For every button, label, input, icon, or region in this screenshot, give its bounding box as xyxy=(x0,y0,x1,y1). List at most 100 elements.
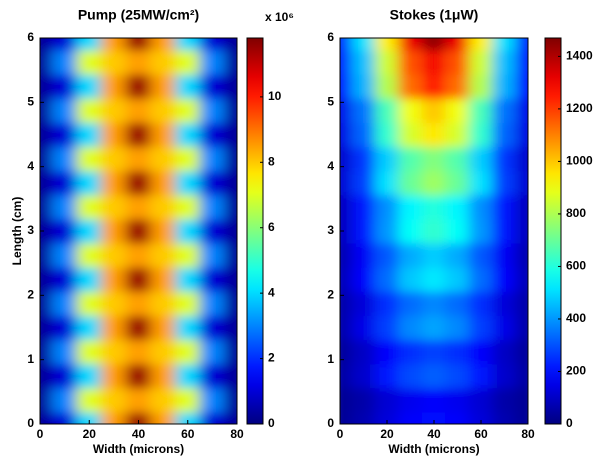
contour-cell xyxy=(224,339,237,365)
contour-cell xyxy=(398,170,423,196)
contour-cell xyxy=(398,314,423,341)
contour-cell xyxy=(51,339,78,365)
colorbar-tick-label: 6 xyxy=(268,220,275,234)
contour-cell xyxy=(51,97,78,123)
contour-cell xyxy=(224,242,237,268)
y-axis-label: Length (cm) xyxy=(10,197,24,266)
contour-cell xyxy=(492,411,517,424)
y-tick-label: 2 xyxy=(327,288,334,302)
contour-cell xyxy=(398,146,423,172)
contour-cell xyxy=(468,121,494,148)
contour-cell xyxy=(421,49,447,75)
contour-cell xyxy=(398,121,423,148)
contour-cell xyxy=(199,363,226,389)
contour-cell xyxy=(101,146,127,172)
contour-cell xyxy=(374,218,400,244)
contour-cell xyxy=(224,49,237,75)
contour-cell xyxy=(40,97,53,123)
contour-cell xyxy=(150,242,176,268)
contour-cell xyxy=(51,194,78,220)
contour-cell xyxy=(40,218,53,244)
contour-cell xyxy=(101,97,127,123)
contour-cell xyxy=(445,314,470,341)
contour-cell xyxy=(125,38,152,51)
contour-cell xyxy=(150,73,176,99)
contour-cell xyxy=(76,387,103,413)
contour-cell xyxy=(374,97,400,123)
contour-cell xyxy=(445,387,470,413)
contour-cell xyxy=(150,266,176,292)
colorbar xyxy=(246,37,264,425)
contour-cell xyxy=(199,38,226,51)
contour-cell xyxy=(445,411,470,424)
contour-cell xyxy=(51,121,78,148)
contour-cell xyxy=(76,194,103,220)
contour-cell xyxy=(374,387,400,413)
contour-cell xyxy=(199,49,226,75)
contour-cell xyxy=(492,266,517,292)
contour-cell xyxy=(351,73,376,99)
x-tick-label: 0 xyxy=(337,427,344,441)
contour-cell xyxy=(174,38,201,51)
contour-cell xyxy=(492,97,517,123)
contour-cell xyxy=(125,242,152,268)
contour-cell xyxy=(340,363,353,389)
contour-cell xyxy=(374,194,400,220)
contour-cell xyxy=(492,49,517,75)
contour-cell xyxy=(421,339,447,365)
contour-cell xyxy=(340,218,353,244)
colorbar-multiplier: x 10⁶ xyxy=(265,10,294,24)
contour-cell xyxy=(40,49,53,75)
contour-cell xyxy=(492,242,517,268)
contour-cell xyxy=(374,290,400,316)
contour-cell xyxy=(515,170,528,196)
contour-cell xyxy=(224,121,237,148)
contour-cell xyxy=(445,363,470,389)
contour-cell xyxy=(40,339,53,365)
contour-cell xyxy=(150,121,176,148)
contour-cell xyxy=(468,97,494,123)
contour-cell xyxy=(468,290,494,316)
contour-cell xyxy=(351,121,376,148)
contour-cell xyxy=(125,218,152,244)
contour-cell xyxy=(421,194,447,220)
contour-cell xyxy=(468,49,494,75)
contour-cell xyxy=(421,73,447,99)
contour-cell xyxy=(374,170,400,196)
chart-title: Stokes (1μW) xyxy=(390,7,479,23)
contour-cell xyxy=(340,314,353,341)
contour-cell xyxy=(351,218,376,244)
colorbar xyxy=(544,37,562,425)
contour-cell xyxy=(445,339,470,365)
contour-cell xyxy=(468,363,494,389)
contour-cell xyxy=(174,363,201,389)
contour-cell xyxy=(174,194,201,220)
contour-cell xyxy=(101,314,127,341)
contour-cell xyxy=(468,266,494,292)
contour-cell xyxy=(445,194,470,220)
colorbar-tick-label: 2 xyxy=(268,351,275,365)
contour-cell xyxy=(468,194,494,220)
contour-cell xyxy=(174,218,201,244)
contour-cell xyxy=(468,387,494,413)
contour-cell xyxy=(224,314,237,341)
contour-cell xyxy=(515,146,528,172)
contour-cell xyxy=(421,218,447,244)
contour-cell xyxy=(199,387,226,413)
contour-cell xyxy=(150,49,176,75)
contour-cell xyxy=(199,97,226,123)
contour-cell xyxy=(40,146,53,172)
contour-cell xyxy=(224,411,237,424)
contour-cell xyxy=(51,363,78,389)
contour-cell xyxy=(398,218,423,244)
contour-cell xyxy=(76,218,103,244)
contour-cell xyxy=(340,170,353,196)
contour-cell xyxy=(76,73,103,99)
contour-cell xyxy=(374,242,400,268)
contour-cell xyxy=(40,363,53,389)
contour-cell xyxy=(374,266,400,292)
contour-cell xyxy=(224,97,237,123)
contour-cell xyxy=(101,218,127,244)
contour-cell xyxy=(492,146,517,172)
x-tick-label: 60 xyxy=(181,427,195,441)
